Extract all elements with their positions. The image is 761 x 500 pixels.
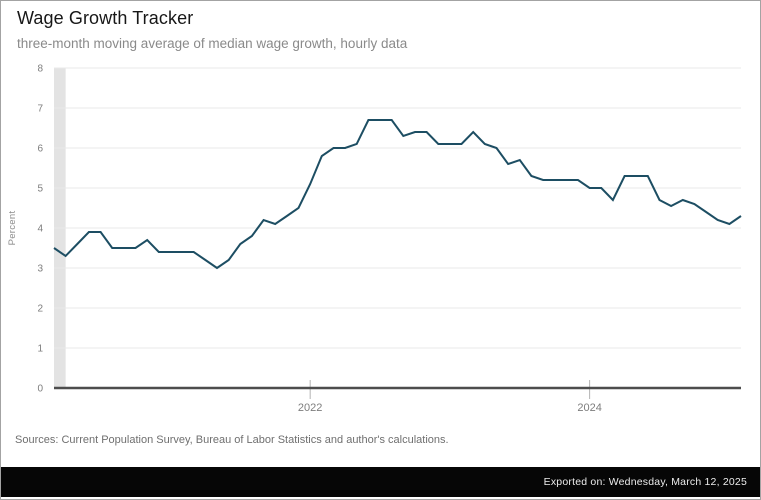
x-tick-label: 2022 bbox=[298, 402, 322, 414]
wage-growth-line-chart: 0 1 2 3 4 5 6 7 8 2022 2024 Percent bbox=[7, 64, 742, 414]
export-bar: Exported on: Wednesday, March 12, 2025 bbox=[1, 467, 760, 497]
y-tick-label: 5 bbox=[37, 184, 43, 195]
export-timestamp: Exported on: Wednesday, March 12, 2025 bbox=[543, 476, 747, 488]
page-title: Wage Growth Tracker bbox=[17, 8, 194, 28]
page-subtitle: three-month moving average of median wag… bbox=[17, 36, 408, 51]
y-tick-label: 7 bbox=[37, 104, 43, 115]
y-tick-label: 2 bbox=[37, 304, 43, 315]
x-tick-label: 2024 bbox=[577, 402, 601, 414]
y-tick-label: 8 bbox=[37, 64, 43, 75]
sources-note: Sources: Current Population Survey, Bure… bbox=[15, 434, 449, 446]
y-tick-label: 3 bbox=[37, 264, 43, 275]
wage-growth-line bbox=[53, 119, 742, 270]
y-tick-label: 0 bbox=[37, 384, 43, 395]
y-axis-title: Percent bbox=[7, 211, 18, 246]
chart-area: 0 1 2 3 4 5 6 7 8 2022 2024 Percent bbox=[1, 61, 760, 416]
y-tick-label: 4 bbox=[37, 224, 43, 235]
y-tick-label: 1 bbox=[37, 344, 43, 355]
y-tick-label: 6 bbox=[37, 144, 43, 155]
